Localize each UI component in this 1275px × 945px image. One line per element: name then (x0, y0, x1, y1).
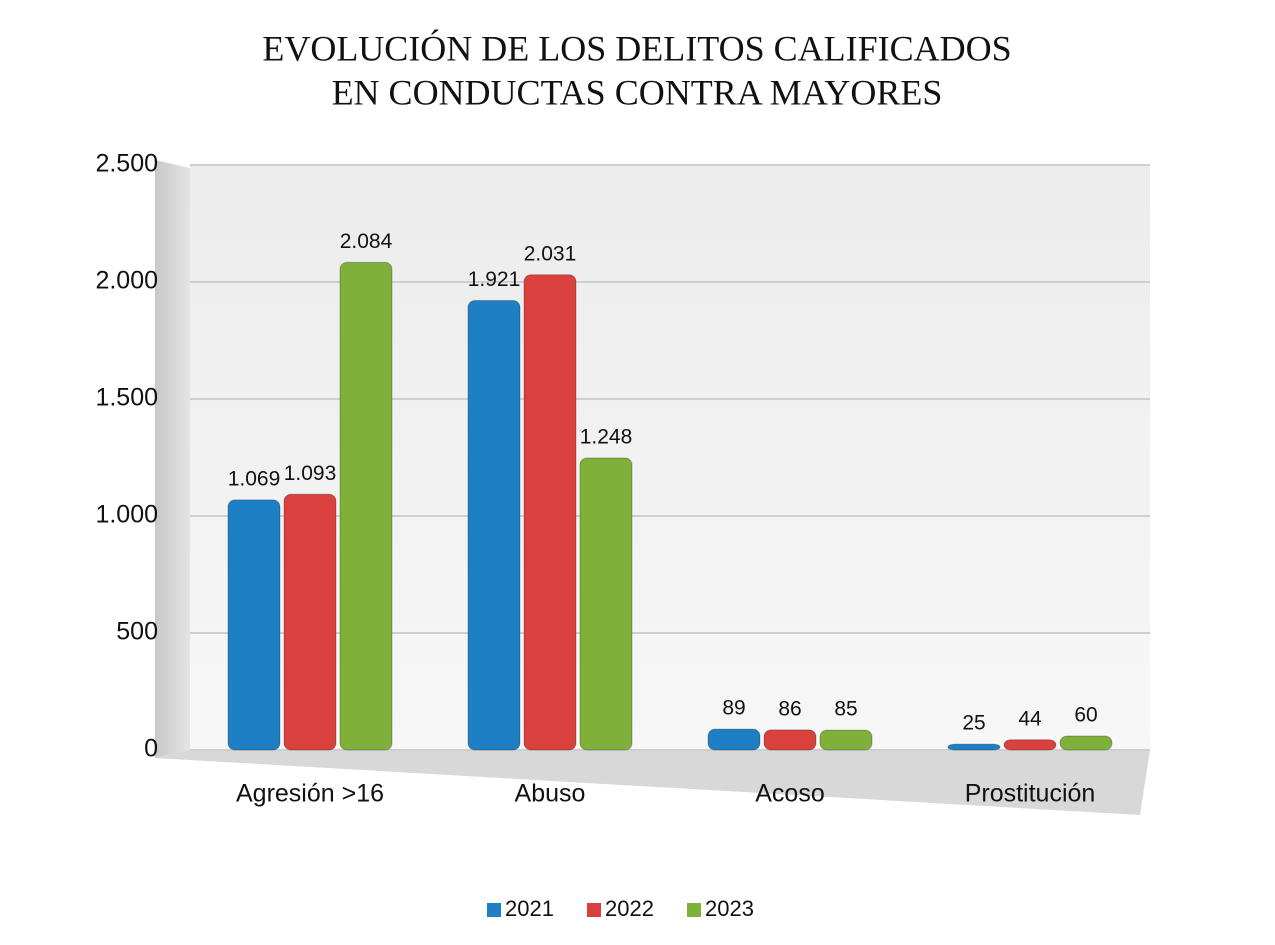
bar (763, 729, 817, 751)
y-tick-label: 1.000 (95, 501, 158, 529)
legend-label: 2022 (605, 896, 654, 921)
bar (819, 729, 873, 751)
bar (947, 743, 1001, 751)
value-label: 89 (722, 697, 745, 720)
y-tick-label: 500 (116, 618, 158, 646)
legend-label: 2023 (705, 896, 754, 921)
plot: 0 500 1.000 1.500 2.000 2.500 Agresión >16 1.06… (95, 150, 1150, 921)
chart-title: EN CONDUCTAS CONTRA MAYORES (332, 72, 943, 112)
y-tick-label: 2.000 (95, 267, 158, 295)
bar (227, 499, 281, 751)
value-label: 2.084 (340, 230, 393, 253)
y-tick-label: 0 (144, 735, 158, 763)
legend-label: 2021 (505, 896, 554, 921)
x-tick-label: Prostitución (965, 780, 1096, 808)
bar (579, 457, 633, 751)
x-tick-label: Agresión >16 (236, 780, 384, 808)
chart-title: EVOLUCIÓN DE LOS DELITOS CALIFICADOS (262, 28, 1011, 68)
value-label: 60 (1074, 704, 1097, 727)
value-label: 86 (778, 697, 801, 720)
legend-swatch (587, 903, 601, 917)
bar (467, 299, 521, 751)
legend-swatch (687, 903, 701, 917)
bar (339, 261, 393, 751)
value-label: 1.248 (580, 426, 633, 449)
y-tick-label: 1.500 (95, 384, 158, 412)
value-label: 85 (834, 698, 857, 721)
value-label: 2.031 (524, 242, 577, 265)
legend-swatch (487, 903, 501, 917)
value-label: 1.069 (228, 467, 281, 490)
bar (1059, 735, 1113, 751)
bar (523, 274, 577, 751)
value-label: 1.093 (284, 462, 337, 485)
value-label: 1.921 (468, 268, 521, 291)
side-wall (155, 160, 190, 758)
x-tick-label: Abuso (515, 780, 586, 808)
y-tick-label: 2.500 (95, 150, 158, 178)
value-label: 25 (962, 712, 985, 735)
floor (155, 750, 1150, 815)
x-tick-label: Acoso (755, 780, 824, 808)
bar (283, 493, 337, 751)
value-label: 44 (1018, 707, 1042, 730)
bar (1003, 739, 1057, 751)
bar (707, 728, 761, 751)
